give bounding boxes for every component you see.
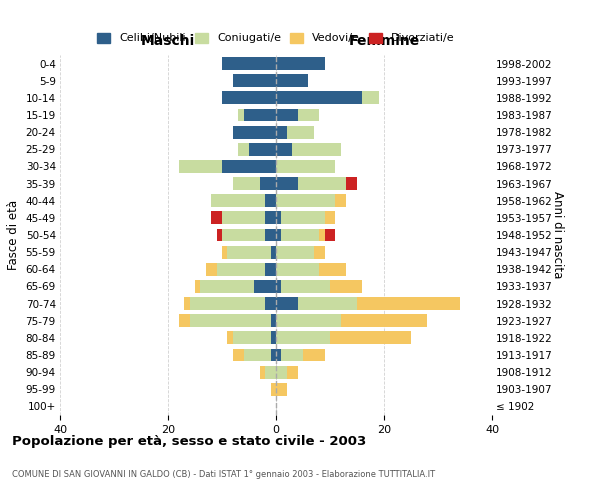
- Bar: [179, 314, 190, 327]
- Bar: [244, 348, 271, 362]
- Bar: [281, 212, 325, 224]
- Bar: [222, 228, 265, 241]
- Bar: [276, 126, 287, 138]
- Bar: [265, 212, 276, 224]
- Bar: [276, 57, 325, 70]
- Text: Popolazione per età, sesso e stato civile - 2003: Popolazione per età, sesso e stato civil…: [12, 435, 366, 448]
- Bar: [303, 348, 325, 362]
- Bar: [271, 246, 276, 258]
- Bar: [330, 280, 362, 293]
- Bar: [265, 194, 276, 207]
- Bar: [287, 126, 314, 138]
- Bar: [265, 366, 276, 378]
- Bar: [276, 314, 341, 327]
- Bar: [222, 246, 227, 258]
- Bar: [276, 177, 298, 190]
- Bar: [227, 246, 271, 258]
- Bar: [276, 263, 319, 276]
- Bar: [298, 177, 346, 190]
- Bar: [238, 108, 244, 122]
- Bar: [287, 366, 298, 378]
- Bar: [211, 194, 265, 207]
- Bar: [319, 228, 325, 241]
- Bar: [271, 383, 276, 396]
- Legend: Celibi/Nubili, Coniugati/e, Vedovi/e, Divorziati/e: Celibi/Nubili, Coniugati/e, Vedovi/e, Di…: [93, 28, 459, 48]
- Bar: [249, 143, 276, 156]
- Bar: [276, 297, 298, 310]
- Bar: [211, 212, 222, 224]
- Bar: [281, 280, 330, 293]
- Bar: [271, 314, 276, 327]
- Bar: [190, 314, 271, 327]
- Bar: [298, 297, 357, 310]
- Bar: [206, 263, 217, 276]
- Bar: [281, 348, 303, 362]
- Bar: [190, 297, 265, 310]
- Bar: [276, 348, 281, 362]
- Bar: [276, 108, 298, 122]
- Bar: [276, 160, 335, 173]
- Bar: [184, 297, 190, 310]
- Bar: [276, 92, 362, 104]
- Bar: [222, 57, 276, 70]
- Bar: [319, 263, 346, 276]
- Bar: [227, 332, 233, 344]
- Bar: [276, 143, 292, 156]
- Bar: [276, 366, 287, 378]
- Bar: [271, 348, 276, 362]
- Bar: [276, 228, 281, 241]
- Text: Femmine: Femmine: [349, 34, 419, 48]
- Bar: [276, 246, 314, 258]
- Bar: [330, 332, 411, 344]
- Bar: [233, 74, 276, 87]
- Bar: [217, 263, 265, 276]
- Bar: [276, 383, 287, 396]
- Text: Maschi: Maschi: [141, 34, 195, 48]
- Bar: [265, 228, 276, 241]
- Bar: [341, 314, 427, 327]
- Bar: [222, 92, 276, 104]
- Bar: [325, 228, 335, 241]
- Bar: [222, 212, 265, 224]
- Bar: [179, 160, 222, 173]
- Bar: [265, 263, 276, 276]
- Bar: [265, 297, 276, 310]
- Bar: [260, 177, 276, 190]
- Bar: [325, 212, 335, 224]
- Bar: [298, 108, 319, 122]
- Bar: [233, 348, 244, 362]
- Bar: [254, 280, 276, 293]
- Bar: [222, 160, 276, 173]
- Bar: [276, 74, 308, 87]
- Bar: [335, 194, 346, 207]
- Bar: [346, 177, 357, 190]
- Bar: [233, 332, 271, 344]
- Bar: [244, 108, 276, 122]
- Bar: [233, 177, 260, 190]
- Y-axis label: Anni di nascita: Anni di nascita: [551, 192, 564, 278]
- Bar: [233, 126, 276, 138]
- Bar: [314, 246, 325, 258]
- Bar: [276, 280, 281, 293]
- Bar: [260, 366, 265, 378]
- Bar: [276, 212, 281, 224]
- Text: COMUNE DI SAN GIOVANNI IN GALDO (CB) - Dati ISTAT 1° gennaio 2003 - Elaborazione: COMUNE DI SAN GIOVANNI IN GALDO (CB) - D…: [12, 470, 435, 479]
- Bar: [276, 332, 330, 344]
- Bar: [238, 143, 249, 156]
- Bar: [200, 280, 254, 293]
- Bar: [362, 92, 379, 104]
- Bar: [357, 297, 460, 310]
- Bar: [195, 280, 200, 293]
- Bar: [292, 143, 341, 156]
- Bar: [276, 194, 335, 207]
- Y-axis label: Fasce di età: Fasce di età: [7, 200, 20, 270]
- Bar: [281, 228, 319, 241]
- Bar: [271, 332, 276, 344]
- Bar: [217, 228, 222, 241]
